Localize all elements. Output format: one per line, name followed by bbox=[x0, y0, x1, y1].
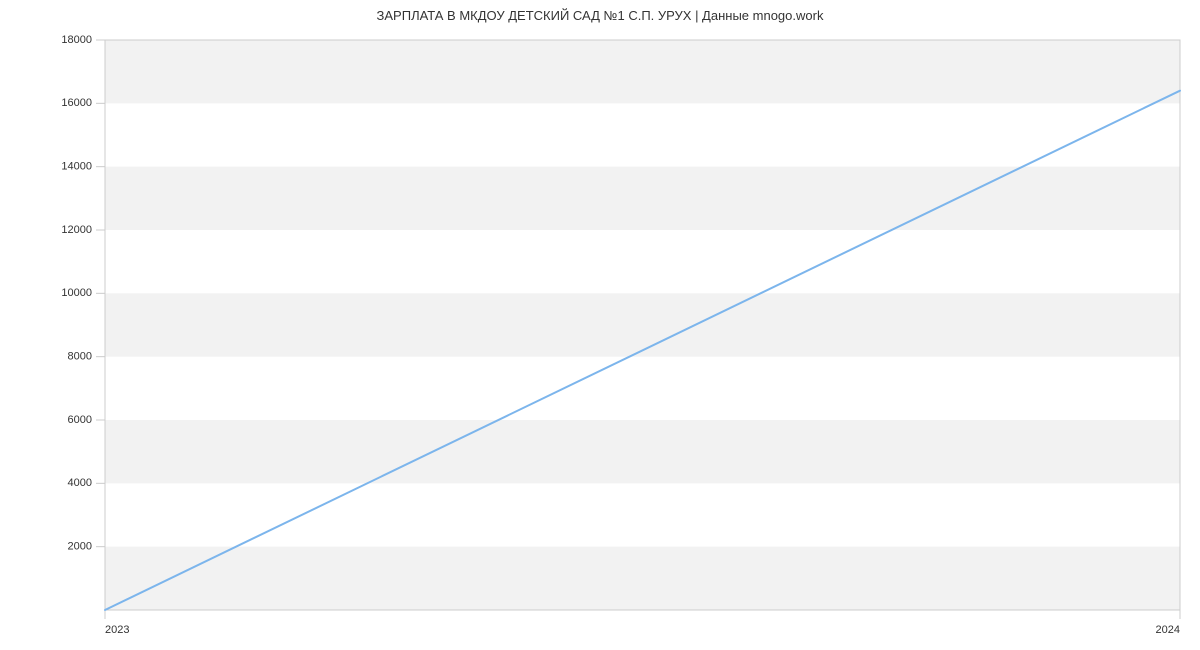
plot-band bbox=[105, 40, 1180, 103]
x-tick-label: 2024 bbox=[1156, 624, 1180, 636]
plot-band bbox=[105, 167, 1180, 230]
plot-band bbox=[105, 293, 1180, 356]
plot-band bbox=[105, 420, 1180, 483]
y-tick-label: 12000 bbox=[61, 224, 92, 236]
y-tick-label: 4000 bbox=[68, 477, 92, 489]
y-tick-label: 16000 bbox=[61, 97, 92, 109]
y-tick-label: 18000 bbox=[61, 34, 92, 46]
y-tick-label: 8000 bbox=[68, 351, 92, 363]
y-tick-label: 14000 bbox=[61, 161, 92, 173]
y-tick-label: 6000 bbox=[68, 414, 92, 426]
salary-chart: ЗАРПЛАТА В МКДОУ ДЕТСКИЙ САД №1 С.П. УРУ… bbox=[0, 0, 1200, 650]
y-tick-label: 2000 bbox=[68, 541, 92, 553]
y-tick-label: 10000 bbox=[61, 287, 92, 299]
plot-band bbox=[105, 547, 1180, 610]
x-tick-label: 2023 bbox=[105, 624, 129, 636]
chart-svg: 2000 4000 6000 8000 10000 12000 14000 16000 1800… bbox=[0, 0, 1200, 650]
chart-title: ЗАРПЛАТА В МКДОУ ДЕТСКИЙ САД №1 С.П. УРУ… bbox=[0, 8, 1200, 23]
